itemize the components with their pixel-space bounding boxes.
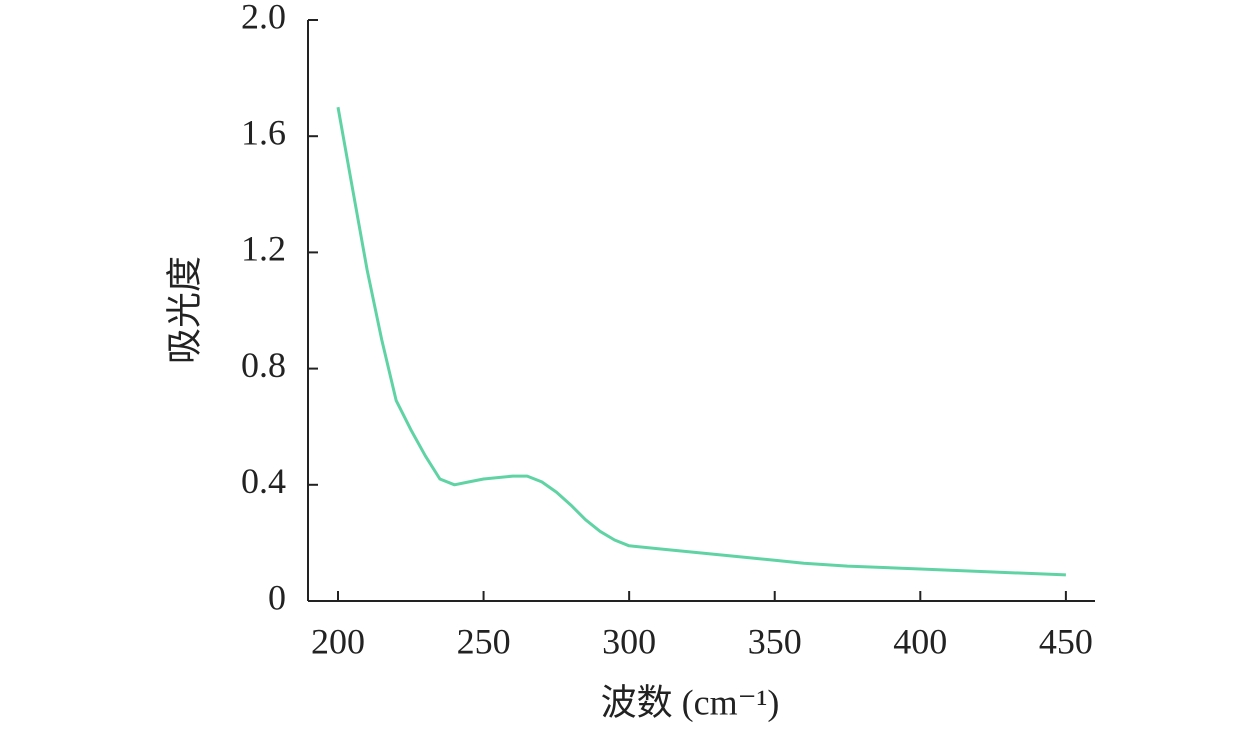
x-tick-label: 400 — [893, 621, 947, 661]
x-tick-label: 450 — [1039, 621, 1093, 661]
x-axis-label: 波数 (cm⁻¹) — [601, 682, 780, 722]
y-tick-label: 2.0 — [241, 0, 286, 36]
x-tick-label: 200 — [311, 621, 365, 661]
y-tick-label: 0 — [268, 577, 286, 617]
y-axis-label: 吸光度 — [164, 256, 204, 364]
y-tick-label: 0.8 — [241, 345, 286, 385]
y-tick-label: 1.6 — [241, 112, 286, 152]
y-tick-label: 1.2 — [241, 229, 286, 269]
x-tick-label: 250 — [457, 621, 511, 661]
y-tick-label: 0.4 — [241, 461, 286, 501]
x-tick-label: 350 — [748, 621, 802, 661]
x-tick-label: 300 — [602, 621, 656, 661]
data-line — [336, 106, 1066, 577]
